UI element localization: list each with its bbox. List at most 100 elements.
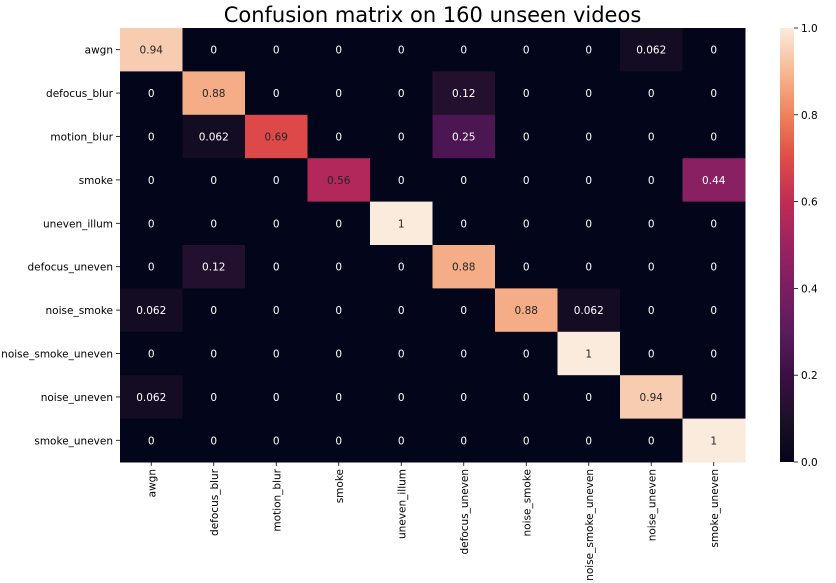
heatmap-cell — [120, 114, 183, 159]
cell-value-label: 0 — [585, 88, 592, 100]
cell-value-label: 0 — [335, 132, 342, 144]
heatmap-cell — [495, 245, 558, 289]
cell-value-label: 0 — [523, 175, 530, 187]
heatmap-cell — [495, 418, 558, 463]
cell-value-label: 0 — [523, 45, 530, 57]
cell-value-label: 0 — [460, 175, 467, 187]
heatmap-cell — [245, 28, 308, 72]
cell-value-label: 0 — [148, 132, 155, 144]
cell-value-label: 0 — [273, 45, 280, 57]
cell-value-label: 0 — [398, 305, 405, 317]
heatmap-cell — [495, 71, 558, 116]
heatmap-cell — [432, 245, 496, 289]
colorbar: 0.0 0.2 0.4 0.6 0.8 1.0 — [780, 23, 818, 469]
heatmap-cell — [245, 71, 308, 116]
heatmap-cell — [432, 288, 496, 333]
heatmap-cell — [432, 158, 496, 203]
x-tick-label: noise_smoke — [521, 469, 533, 536]
heatmap-cell — [620, 288, 683, 333]
heatmap-cell — [620, 114, 683, 159]
heatmap-cell — [245, 288, 308, 333]
cell-value-label: 0 — [210, 349, 217, 361]
cell-value-label: 0 — [710, 392, 717, 404]
heatmap-cell — [557, 158, 621, 203]
cell-value-label: 0 — [335, 435, 342, 447]
heatmap-cell — [620, 158, 683, 203]
cell-value-label: 0 — [710, 305, 717, 317]
heatmap-cell — [307, 201, 371, 246]
cell-value-label: 0 — [710, 88, 717, 100]
heatmap-cell — [245, 418, 308, 463]
heatmap-cell — [370, 71, 433, 116]
heatmap-cell — [120, 71, 183, 116]
cell-value-label: 0 — [460, 435, 467, 447]
heatmap-cell — [432, 28, 496, 72]
heatmap-cell — [370, 331, 433, 376]
heatmap-cell — [120, 375, 183, 420]
y-tick-label: smoke — [79, 175, 113, 187]
heatmap-cell — [120, 418, 183, 463]
heatmap-cell — [307, 245, 371, 289]
heatmap-cell — [682, 245, 746, 289]
cell-value-label: 0.25 — [452, 132, 475, 144]
cell-value-label: 0 — [335, 45, 342, 57]
y-tick-label: noise_uneven — [41, 392, 113, 404]
heatmap-cell — [557, 245, 621, 289]
cell-value-label: 0 — [335, 262, 342, 274]
heatmap-cell — [307, 28, 371, 72]
y-tick-label: noise_smoke — [46, 305, 113, 317]
cell-value-label: 0 — [585, 435, 592, 447]
cell-value-label: 0 — [460, 349, 467, 361]
heatmap-cell — [557, 114, 621, 159]
heatmap-cells: 0.94 0 0 0 0 0 0 0 0.062 0 0 0.88 0 0 0 0.12 0 0 0 0 0 0.062 0… — [120, 28, 746, 463]
heatmap-cell — [495, 331, 558, 376]
heatmap-cell — [557, 71, 621, 116]
cell-value-label: 0 — [210, 218, 217, 230]
heatmap-cell — [120, 288, 183, 333]
cell-value-label: 0.88 — [515, 305, 538, 317]
heatmap-cell — [182, 114, 246, 159]
heatmap-cell — [307, 114, 371, 159]
chart-title: Confusion matrix on 160 unseen videos — [224, 3, 642, 27]
heatmap-cell — [620, 418, 683, 463]
heatmap-cell — [682, 28, 746, 72]
y-tick-label: awgn — [85, 45, 113, 57]
heatmap-cell — [557, 331, 621, 376]
cell-value-label: 0 — [585, 45, 592, 57]
cell-value-label: 0 — [648, 349, 655, 361]
x-axis-ticks: awgn defocus_blur motion_blur smoke uneven_i… — [146, 462, 721, 581]
cell-value-label: 0 — [585, 175, 592, 187]
cell-value-label: 0 — [710, 349, 717, 361]
heatmap-cell — [307, 158, 371, 203]
heatmap-cell — [620, 28, 683, 72]
heatmap-cell — [245, 114, 308, 159]
cell-value-label: 0 — [335, 349, 342, 361]
heatmap-cell — [620, 331, 683, 376]
heatmap-cell — [557, 201, 621, 246]
cell-value-label: 0 — [273, 218, 280, 230]
y-tick-label: motion_blur — [50, 132, 113, 144]
heatmap-cell — [182, 201, 246, 246]
heatmap-cell — [682, 418, 746, 463]
heatmap-cell — [495, 288, 558, 333]
cell-value-label: 0 — [398, 262, 405, 274]
cell-value-label: 0 — [648, 305, 655, 317]
cell-value-label: 0 — [273, 349, 280, 361]
cell-value-label: 0 — [148, 262, 155, 274]
heatmap-cell — [182, 331, 246, 376]
colorbar-tick-label: 0.4 — [801, 283, 818, 295]
heatmap-cell — [120, 331, 183, 376]
heatmap-cell — [495, 375, 558, 420]
heatmap-cell — [432, 331, 496, 376]
heatmap-cell — [370, 288, 433, 333]
cell-value-label: 0 — [710, 45, 717, 57]
colorbar-gradient — [780, 28, 794, 462]
heatmap-cell — [120, 158, 183, 203]
cell-value-label: 0 — [710, 132, 717, 144]
cell-value-label: 0.94 — [640, 392, 664, 404]
cell-value-label: 0 — [210, 392, 217, 404]
heatmap-cell — [682, 158, 746, 203]
